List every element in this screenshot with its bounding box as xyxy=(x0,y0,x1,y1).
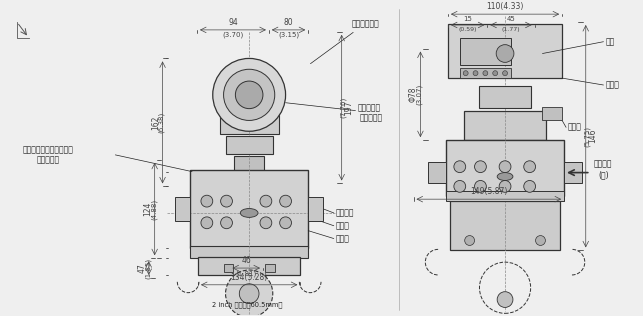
Bar xyxy=(428,162,446,183)
Bar xyxy=(564,162,582,183)
Text: (0.59): (0.59) xyxy=(458,27,477,32)
Text: （可选购）: （可选购） xyxy=(359,113,383,122)
Text: 146: 146 xyxy=(588,129,597,143)
Bar xyxy=(190,170,308,248)
Text: (1.81): (1.81) xyxy=(235,270,257,276)
Ellipse shape xyxy=(240,209,258,217)
Circle shape xyxy=(499,161,511,173)
Text: (1.77): (1.77) xyxy=(502,27,520,32)
Circle shape xyxy=(524,180,536,192)
Bar xyxy=(446,191,564,201)
Text: 80: 80 xyxy=(284,18,293,27)
Text: 排液口: 排液口 xyxy=(336,234,350,243)
Circle shape xyxy=(493,71,498,76)
Bar xyxy=(460,38,511,65)
Circle shape xyxy=(221,195,232,207)
Bar xyxy=(176,197,190,221)
Text: (注): (注) xyxy=(599,170,609,179)
Bar xyxy=(224,264,233,272)
Bar xyxy=(226,136,273,154)
Text: Φ78: Φ78 xyxy=(409,87,418,102)
Text: 162: 162 xyxy=(151,115,160,130)
Bar xyxy=(265,264,275,272)
Circle shape xyxy=(213,58,285,131)
Text: 调零: 调零 xyxy=(606,37,615,46)
Text: (4.88): (4.88) xyxy=(150,198,157,220)
Circle shape xyxy=(221,217,232,229)
Circle shape xyxy=(260,195,272,207)
Text: 197: 197 xyxy=(344,100,353,115)
Text: 149(5.87): 149(5.87) xyxy=(470,187,507,196)
Circle shape xyxy=(239,284,259,303)
Circle shape xyxy=(226,270,273,316)
Text: 端子侧: 端子侧 xyxy=(606,81,619,89)
Circle shape xyxy=(536,236,545,246)
Ellipse shape xyxy=(497,173,513,180)
Circle shape xyxy=(260,217,272,229)
Circle shape xyxy=(280,217,291,229)
Text: 124: 124 xyxy=(143,202,152,216)
Circle shape xyxy=(235,81,263,109)
Text: 46: 46 xyxy=(241,256,251,265)
Bar xyxy=(446,140,564,196)
Circle shape xyxy=(201,195,213,207)
Text: 110(4.33): 110(4.33) xyxy=(486,2,524,11)
Bar xyxy=(460,68,511,78)
Text: (1.85): (1.85) xyxy=(145,258,151,279)
Circle shape xyxy=(499,180,511,192)
Text: 外部显示及信号设定接口: 外部显示及信号设定接口 xyxy=(23,145,74,155)
Text: 内藏显示表: 内藏显示表 xyxy=(358,103,381,112)
Text: 134(5.28): 134(5.28) xyxy=(231,273,267,282)
Text: 管道连接: 管道连接 xyxy=(336,209,354,217)
Circle shape xyxy=(463,71,468,76)
Text: (7.76): (7.76) xyxy=(340,97,346,118)
Bar xyxy=(450,201,560,250)
Text: 导线管连接口: 导线管连接口 xyxy=(311,19,379,64)
Circle shape xyxy=(475,161,486,173)
Circle shape xyxy=(454,161,466,173)
Text: (3.70): (3.70) xyxy=(222,32,244,38)
Circle shape xyxy=(496,45,514,62)
Text: 2 inch 管（直径60.5mm）: 2 inch 管（直径60.5mm） xyxy=(212,301,282,308)
Circle shape xyxy=(473,71,478,76)
Circle shape xyxy=(454,180,466,192)
Text: (6.38): (6.38) xyxy=(158,112,165,133)
Text: 15: 15 xyxy=(463,16,472,22)
Bar xyxy=(220,105,278,134)
Circle shape xyxy=(524,161,536,173)
Circle shape xyxy=(280,195,291,207)
Circle shape xyxy=(475,180,486,192)
Bar xyxy=(190,246,308,258)
Bar xyxy=(448,24,562,78)
Text: （可选购）: （可选购） xyxy=(37,155,60,164)
Text: (5.75): (5.75) xyxy=(583,126,590,147)
Circle shape xyxy=(497,292,513,307)
Circle shape xyxy=(503,71,507,76)
Bar xyxy=(480,86,530,108)
Text: 接地端: 接地端 xyxy=(568,123,582,132)
Bar xyxy=(235,156,264,172)
Text: 流体方向: 流体方向 xyxy=(593,159,612,168)
Bar xyxy=(464,111,547,140)
Bar xyxy=(543,107,562,120)
Text: 排气口: 排气口 xyxy=(336,221,350,230)
Circle shape xyxy=(224,69,275,120)
Bar xyxy=(198,257,300,275)
Text: 47: 47 xyxy=(138,263,147,273)
Circle shape xyxy=(201,217,213,229)
Text: (3.15): (3.15) xyxy=(278,32,299,38)
Bar xyxy=(308,197,323,221)
Text: 45: 45 xyxy=(507,16,515,22)
Circle shape xyxy=(465,236,475,246)
Text: 94: 94 xyxy=(228,18,238,27)
Circle shape xyxy=(483,71,488,76)
Text: (3.07): (3.07) xyxy=(416,84,422,105)
